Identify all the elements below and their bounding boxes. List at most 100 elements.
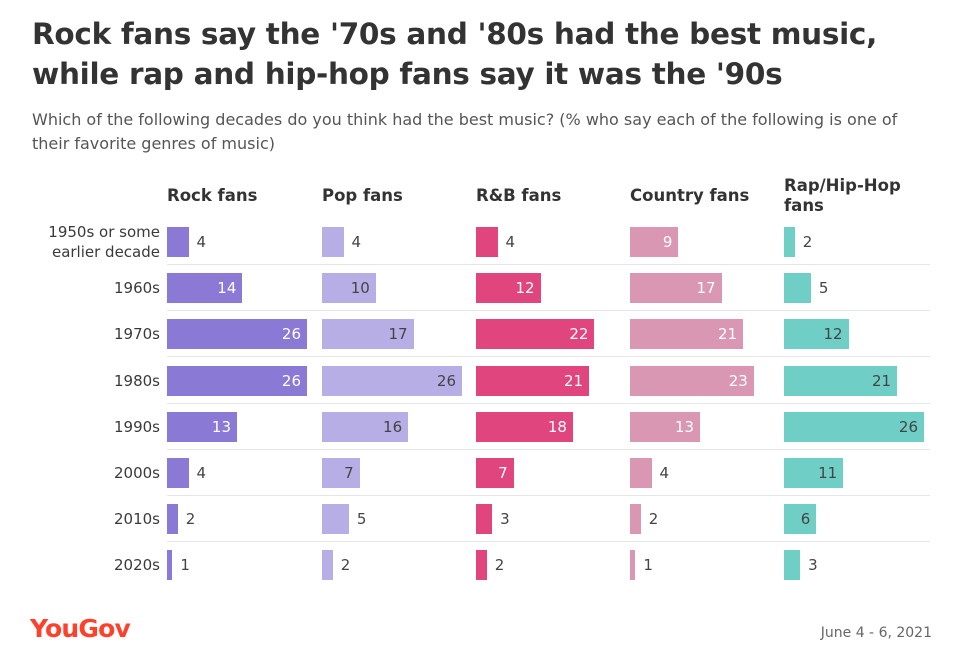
bar-r-b-fans-1960s	[476, 273, 541, 304]
row-separator	[167, 402, 930, 404]
bar-rock-fans-2000s	[167, 458, 189, 488]
chart-subtitle: Which of the following decades do you th…	[32, 110, 898, 153]
data-label: 3	[808, 556, 818, 575]
data-label: 17	[696, 279, 716, 298]
row-label: 2010s	[114, 510, 160, 529]
data-label: 7	[344, 464, 354, 482]
bar-r-b-fans-2000s	[476, 458, 514, 488]
bar-pop-fans-2020s	[322, 550, 333, 581]
bar-rap-hip-hop-fans-1990s	[784, 411, 924, 442]
bar-rock-fans-1960s	[167, 273, 243, 304]
data-label: 26	[436, 371, 456, 390]
bar-country-fans-2020s	[630, 550, 636, 581]
row-separator	[167, 541, 930, 543]
data-label: 4	[351, 233, 362, 251]
bar-rock-fans-1970s	[167, 319, 307, 350]
bar-rock-fans-2010s	[167, 504, 178, 535]
bar-rap-hip-hop-fans-1950s-or-some-earlier-decade	[784, 227, 795, 257]
row-separator	[167, 495, 930, 496]
bar-country-fans-1980s	[630, 365, 754, 396]
row-separator	[167, 310, 930, 312]
bar-rock-fans-1950s-or-some-earlier-decade	[167, 227, 189, 257]
row-label: 1980s	[114, 371, 160, 390]
bar-pop-fans-1980s	[322, 365, 462, 396]
data-label: 2	[648, 510, 659, 529]
data-label: 21	[717, 325, 738, 344]
data-label: 17	[388, 325, 408, 344]
row-label: 2020s	[114, 556, 160, 575]
bar-pop-fans-2000s	[322, 458, 360, 488]
data-label: 2	[185, 510, 196, 529]
bar-rap-hip-hop-fans-2000s	[784, 458, 844, 488]
data-label: 12	[823, 325, 843, 344]
data-label: 9	[662, 233, 673, 251]
bar-pop-fans-2010s	[322, 504, 349, 535]
data-label: 5	[818, 279, 829, 298]
bar-r-b-fans-2020s	[476, 550, 487, 581]
data-label: 4	[196, 233, 207, 251]
data-label: 26	[281, 371, 301, 390]
data-label: 4	[659, 464, 670, 482]
bar-rap-hip-hop-fans-1970s	[784, 319, 849, 350]
survey-date: June 4 - 6, 2021	[820, 625, 932, 641]
bar-rap-hip-hop-fans-1980s	[784, 365, 898, 396]
bar-pop-fans-1950s-or-some-earlier-decade	[322, 227, 344, 257]
data-label: 6	[800, 510, 811, 529]
bar-country-fans-1960s	[630, 273, 722, 304]
bar-r-b-fans-1950s-or-some-earlier-decade	[476, 227, 498, 257]
chart-title: Rock fans say the '70s and '80s had the …	[32, 17, 878, 91]
data-label: 5	[356, 510, 367, 529]
bar-country-fans-2000s	[630, 458, 652, 488]
column-header-country-fans: Country fans	[630, 186, 750, 205]
data-label: 12	[515, 279, 535, 298]
data-label: 2	[494, 556, 505, 575]
data-label: 21	[563, 371, 584, 390]
data-label: 16	[383, 417, 403, 436]
row-label: 1950s or some earlier decade	[48, 223, 160, 261]
data-label: 11	[818, 464, 838, 482]
data-label: 21	[871, 371, 892, 390]
data-label: 10	[350, 279, 370, 298]
bar-country-fans-1970s	[630, 319, 744, 350]
bar-rock-fans-1980s	[167, 365, 307, 396]
bar-rock-fans-1990s	[167, 411, 237, 442]
bar-rock-fans-2020s	[167, 550, 173, 581]
data-label: 13	[211, 417, 231, 436]
column-header-rap-hip-hop-fans: Rap/Hip-Hop fans	[784, 176, 901, 215]
data-label: 3	[500, 510, 510, 529]
row-label: 1990s	[114, 417, 160, 436]
bar-country-fans-1950s-or-some-earlier-decade	[630, 227, 679, 257]
bar-r-b-fans-1980s	[476, 365, 590, 396]
bar-r-b-fans-1970s	[476, 319, 595, 350]
bar-rap-hip-hop-fans-2020s	[784, 550, 801, 581]
row-label: 1960s	[114, 279, 160, 298]
bar-country-fans-1990s	[630, 411, 700, 442]
data-label: 4	[196, 464, 207, 482]
column-header-pop-fans: Pop fans	[322, 186, 403, 205]
bar-r-b-fans-2010s	[476, 504, 493, 535]
brand-logo: YouGov	[30, 614, 131, 643]
data-label: 1	[643, 556, 653, 575]
data-label: 13	[674, 417, 694, 436]
data-label: 7	[498, 464, 508, 482]
data-label: 26	[281, 325, 301, 344]
bar-country-fans-2010s	[630, 504, 641, 535]
row-separator	[167, 356, 930, 358]
bar-rap-hip-hop-fans-1960s	[784, 273, 811, 304]
bar-pop-fans-1970s	[322, 319, 414, 350]
data-label: 23	[728, 371, 748, 390]
data-label: 2	[340, 556, 351, 575]
row-label: 1970s	[114, 325, 160, 344]
bar-rap-hip-hop-fans-2010s	[784, 504, 817, 535]
data-label: 4	[505, 233, 516, 251]
bar-r-b-fans-1990s	[476, 411, 573, 442]
row-separator	[167, 448, 930, 450]
data-label: 2	[802, 233, 813, 251]
data-label: 18	[547, 417, 567, 436]
row-separator	[167, 264, 930, 265]
data-label: 14	[217, 279, 237, 298]
data-label: 22	[569, 325, 589, 344]
bar-pop-fans-1990s	[322, 411, 409, 442]
row-label: 2000s	[114, 464, 160, 482]
data-label: 26	[898, 417, 918, 436]
